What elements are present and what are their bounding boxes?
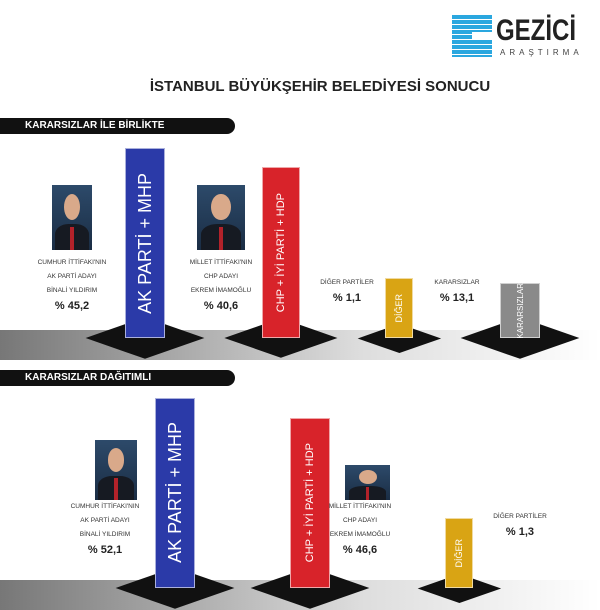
candidate-photo <box>197 185 245 250</box>
page-title: İSTANBUL BÜYÜKŞEHİR BELEDİYESİ SONUCU <box>149 78 491 95</box>
candidate-label: CHP ADAYI <box>342 517 378 524</box>
logo-icon-cut <box>472 32 492 40</box>
candidate-label: AK PARTİ ADAYI <box>80 517 130 524</box>
candidate-label: MİLLET İTTİFAKI'NIN <box>189 259 253 266</box>
candidate-label: CHP ADAYI <box>203 273 239 280</box>
candidate-label: AK PARTİ ADAYI <box>47 273 97 280</box>
value-label: % 52,1 <box>87 544 123 556</box>
bar-0: AK PARTİ + MHP <box>155 397 195 588</box>
value-label: % 45,2 <box>54 300 90 312</box>
candidate-label: CUMHUR İTTİFAKI'NIN <box>37 259 107 266</box>
bar-label: DİĞER <box>394 293 404 323</box>
bar-2: DİĞER <box>385 278 413 338</box>
bar-label: CHP + İYİ PARTİ + HDP <box>275 193 287 313</box>
candidate-label: EKREM İMAMOĞLU <box>190 287 252 294</box>
candidate-photo <box>52 185 92 250</box>
value-label: % 1,3 <box>505 526 535 538</box>
logo-name: GEZİCİ <box>496 14 577 47</box>
bar-0: AK PARTİ + MHP <box>125 148 165 338</box>
candidate-label: BİNALİ YILDIRIM <box>79 531 131 538</box>
candidate-photo <box>95 440 137 500</box>
candidate-photo <box>345 465 390 500</box>
candidate-label: MİLLET İTTİFAKI'NIN <box>328 503 392 510</box>
section-header: KARARSIZLAR İLE BİRLİKTE <box>0 118 235 134</box>
value-label: % 40,6 <box>203 300 239 312</box>
candidate-label: DİĞER PARTİLER <box>320 279 374 286</box>
logo-sub: ARAŞTIRMA <box>500 48 583 57</box>
bar-2: DİĞER <box>445 518 473 588</box>
section-header: KARARSIZLAR DAĞITIMLI <box>0 370 235 386</box>
value-label: % 1,1 <box>332 292 362 304</box>
candidate-label: CUMHUR İTTİFAKI'NIN <box>70 503 140 510</box>
value-label: % 13,1 <box>439 292 475 304</box>
candidate-label: BİNALİ YILDIRIM <box>46 287 98 294</box>
bar-label: AK PARTİ + MHP <box>134 172 155 314</box>
candidate-label: KARARSIZLAR <box>434 279 480 286</box>
candidate-label: DİĞER PARTİLER <box>493 513 547 520</box>
bar-label: AK PARTİ + MHP <box>164 422 185 564</box>
bar-1: CHP + İYİ PARTİ + HDP <box>290 417 330 588</box>
bar-label: DİĞER <box>454 538 464 568</box>
bar-1: CHP + İYİ PARTİ + HDP <box>262 167 300 338</box>
bar-label: KARARSIZLAR <box>515 282 525 339</box>
candidate-label: EKREM İMAMOĞLU <box>329 531 391 538</box>
value-label: % 46,6 <box>342 544 378 556</box>
bar-3: KARARSIZLAR <box>500 283 540 338</box>
